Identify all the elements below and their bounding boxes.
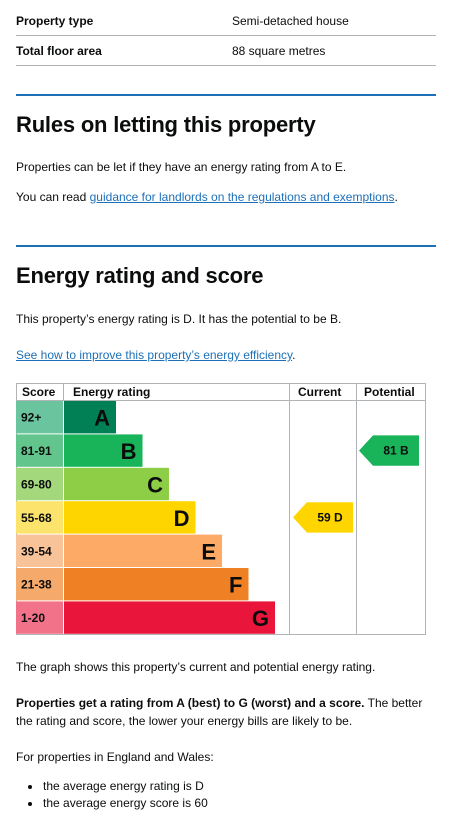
- band-row-d: 55-68 D: [16, 501, 196, 534]
- rating-letter: F: [229, 573, 242, 598]
- summary-value: Semi-detached house: [232, 13, 349, 28]
- section-divider: [16, 94, 436, 96]
- score-range-label: 21-38: [21, 578, 52, 592]
- improve-suffix: .: [292, 348, 296, 362]
- improve-paragraph: See how to improve this property’s energ…: [16, 346, 436, 364]
- band-row-f: 21-38 F: [16, 568, 249, 601]
- rating-letter: B: [121, 439, 137, 464]
- energy-rating-paragraph: This property’s energy rating is D. It h…: [16, 312, 342, 326]
- energy-heading: Energy rating and score: [16, 263, 264, 288]
- potential-rating-marker: 81 B: [359, 435, 419, 466]
- rating-letter: D: [174, 506, 190, 531]
- property-summary-table: Property type Semi-detached house Total …: [16, 6, 436, 66]
- score-range-label: 39-54: [21, 544, 52, 558]
- potential-rating-marker-label: 81 B: [383, 444, 409, 458]
- score-cell: [16, 601, 63, 634]
- list-item: the average energy rating is D: [16, 778, 208, 795]
- current-rating-marker-label: 59 D: [317, 510, 343, 524]
- score-range-label: 81-91: [21, 444, 52, 458]
- score-range-label: 92+: [21, 411, 41, 425]
- score-cell: [16, 501, 63, 534]
- score-cell: [16, 568, 63, 601]
- rating-bar-d: [64, 501, 196, 534]
- current-rating-marker: 59 D: [293, 502, 353, 533]
- summary-key: Property type: [16, 13, 94, 28]
- rating-explanation-bold: Properties get a rating from A (best) to…: [16, 696, 365, 710]
- rating-bar-g: [64, 601, 275, 634]
- rating-bar-a: [64, 401, 116, 434]
- average-list: the average energy rating is D the avera…: [16, 778, 208, 812]
- band-row-e: 39-54 E: [16, 534, 222, 567]
- letting-paragraph: Properties can be let if they have an en…: [16, 160, 347, 174]
- score-range-label: 55-68: [21, 511, 52, 525]
- rating-markers: 59 D 81 B: [293, 435, 419, 533]
- score-cell: [16, 401, 63, 434]
- score-range-label: 1-20: [21, 611, 45, 625]
- rating-bar-b: [64, 434, 143, 467]
- energy-rating-chart: Score Energy rating Current Potential 92…: [16, 383, 426, 635]
- summary-key: Total floor area: [16, 43, 102, 58]
- score-cell: [16, 534, 63, 567]
- current-header: Current: [298, 385, 341, 399]
- current-rating-marker-arrow: [293, 502, 353, 533]
- summary-row-floor-area: Total floor area 88 square metres: [16, 36, 436, 66]
- guidance-prefix: You can read: [16, 190, 90, 204]
- summary-row-property-type: Property type Semi-detached house: [16, 6, 436, 36]
- average-intro: For properties in England and Wales:: [16, 750, 214, 764]
- rating-letter: G: [252, 606, 269, 631]
- band-row-c: 69-80 C: [16, 467, 169, 501]
- band-row-g: 1-20 G: [16, 601, 275, 634]
- letting-guidance-paragraph: You can read guidance for landlords on t…: [16, 188, 436, 206]
- guidance-suffix: .: [394, 190, 398, 204]
- band-row-a: 92+ A: [16, 401, 116, 434]
- score-cell: [16, 467, 63, 501]
- band-row-b: 81-91 B: [16, 434, 143, 467]
- rating-letter: C: [147, 473, 163, 498]
- rating-explanation-rest: The better the rating and score, the low…: [16, 696, 423, 728]
- energy-rating-header: Energy rating: [73, 385, 150, 399]
- summary-value: 88 square metres: [232, 43, 326, 58]
- score-cell: [16, 434, 63, 467]
- guidance-link[interactable]: guidance for landlords on the regulation…: [89, 190, 395, 204]
- graph-explanation: The graph shows this property’s current …: [16, 660, 376, 674]
- potential-rating-marker-arrow: [359, 435, 419, 466]
- letting-heading: Rules on letting this property: [16, 112, 316, 137]
- improve-efficiency-link[interactable]: See how to improve this property’s energ…: [16, 348, 293, 362]
- rating-bar-e: [64, 534, 222, 567]
- chart-grid: Score Energy rating Current Potential: [16, 383, 426, 635]
- list-item: the average energy score is 60: [16, 795, 208, 812]
- section-divider: [16, 245, 436, 247]
- rating-bands: 92+ A 81-91 B 69-80 C 55-68 D 39-54 E 21-38 F 1-20 G: [16, 401, 275, 634]
- rating-bar-f: [64, 568, 249, 601]
- energy-rating-chart-svg: Score Energy rating Current Potential 92…: [16, 383, 426, 635]
- rating-bar-c: [64, 467, 169, 501]
- score-header: Score: [22, 385, 56, 399]
- rating-letter: A: [94, 406, 110, 431]
- score-range-label: 69-80: [21, 478, 52, 492]
- rating-explanation: Properties get a rating from A (best) to…: [16, 694, 436, 730]
- potential-header: Potential: [364, 385, 415, 399]
- rating-letter: E: [201, 539, 216, 564]
